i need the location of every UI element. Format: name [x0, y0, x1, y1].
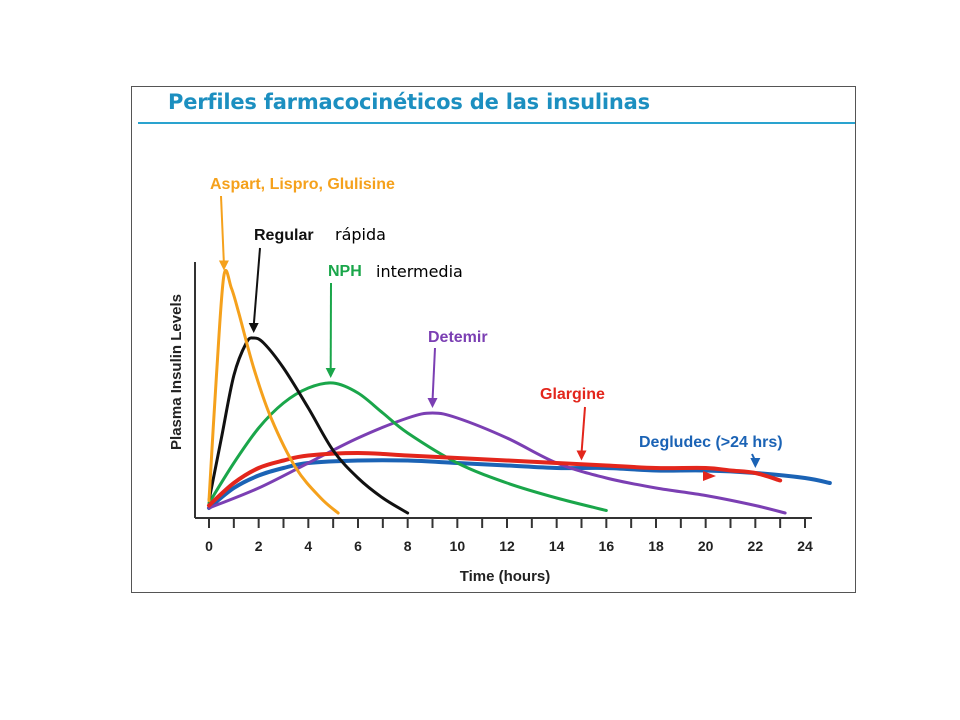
- note-regular: rápida: [335, 225, 386, 244]
- y-axis-label: Plasma Insulin Levels: [168, 294, 185, 450]
- x-tick-label: 22: [748, 538, 764, 554]
- annotation-arrowhead-nph: [325, 368, 336, 378]
- annotation-label-nph: NPH: [328, 263, 362, 280]
- series-line-nph: [207, 381, 608, 512]
- annotation-arrowhead-aspart: [218, 260, 229, 271]
- x-tick-label: 24: [797, 538, 813, 554]
- annotation-arrowhead-glargine: [576, 450, 587, 461]
- annotation-arrow-detemir: [431, 347, 436, 402]
- annotation-arrowhead-detemir: [427, 398, 438, 408]
- x-tick-label: 6: [354, 538, 362, 554]
- x-tick-label: 4: [304, 538, 312, 554]
- annotation-arrowhead-regular: [248, 323, 259, 333]
- annotation-arrow-regular: [252, 247, 261, 327]
- x-tick-label: 16: [599, 538, 615, 554]
- series-line-detemir: [207, 411, 787, 515]
- annotation-label-glargine: Glargine: [540, 386, 605, 403]
- x-tick-label: 8: [404, 538, 412, 554]
- annotation-label-aspart: Aspart, Lispro, Glulisine: [210, 176, 395, 193]
- x-tick-label: 18: [648, 538, 664, 554]
- x-axis-label: Time (hours): [460, 568, 551, 585]
- annotation-arrowhead-degludec: [750, 458, 761, 468]
- title-divider: [138, 122, 855, 124]
- x-tick-label: 2: [255, 538, 263, 554]
- annotation-arrow-aspart: [220, 195, 225, 264]
- series-line-aspart: [207, 268, 340, 515]
- annotation-label-regular: Regular: [254, 227, 314, 244]
- chart-title: Perfiles farmacocinéticos de las insulin…: [168, 90, 650, 114]
- x-tick-label: 12: [499, 538, 515, 554]
- series-line-glargine: [207, 451, 783, 508]
- x-tick-label: 10: [450, 538, 466, 554]
- annotation-label-degludec: Degludec (>24 hrs): [639, 434, 783, 451]
- glargine-line-arrowhead: [703, 471, 716, 481]
- annotation-label-detemir: Detemir: [428, 329, 488, 346]
- chart-frame: Perfiles farmacocinéticos de las insulin…: [131, 86, 856, 593]
- series-line-regular: [207, 336, 410, 515]
- x-tick-label: 14: [549, 538, 565, 554]
- annotation-arrow-glargine: [580, 406, 586, 454]
- note-nph: intermedia: [376, 262, 463, 281]
- x-tick-label: 20: [698, 538, 714, 554]
- x-tick-label: 0: [205, 538, 213, 554]
